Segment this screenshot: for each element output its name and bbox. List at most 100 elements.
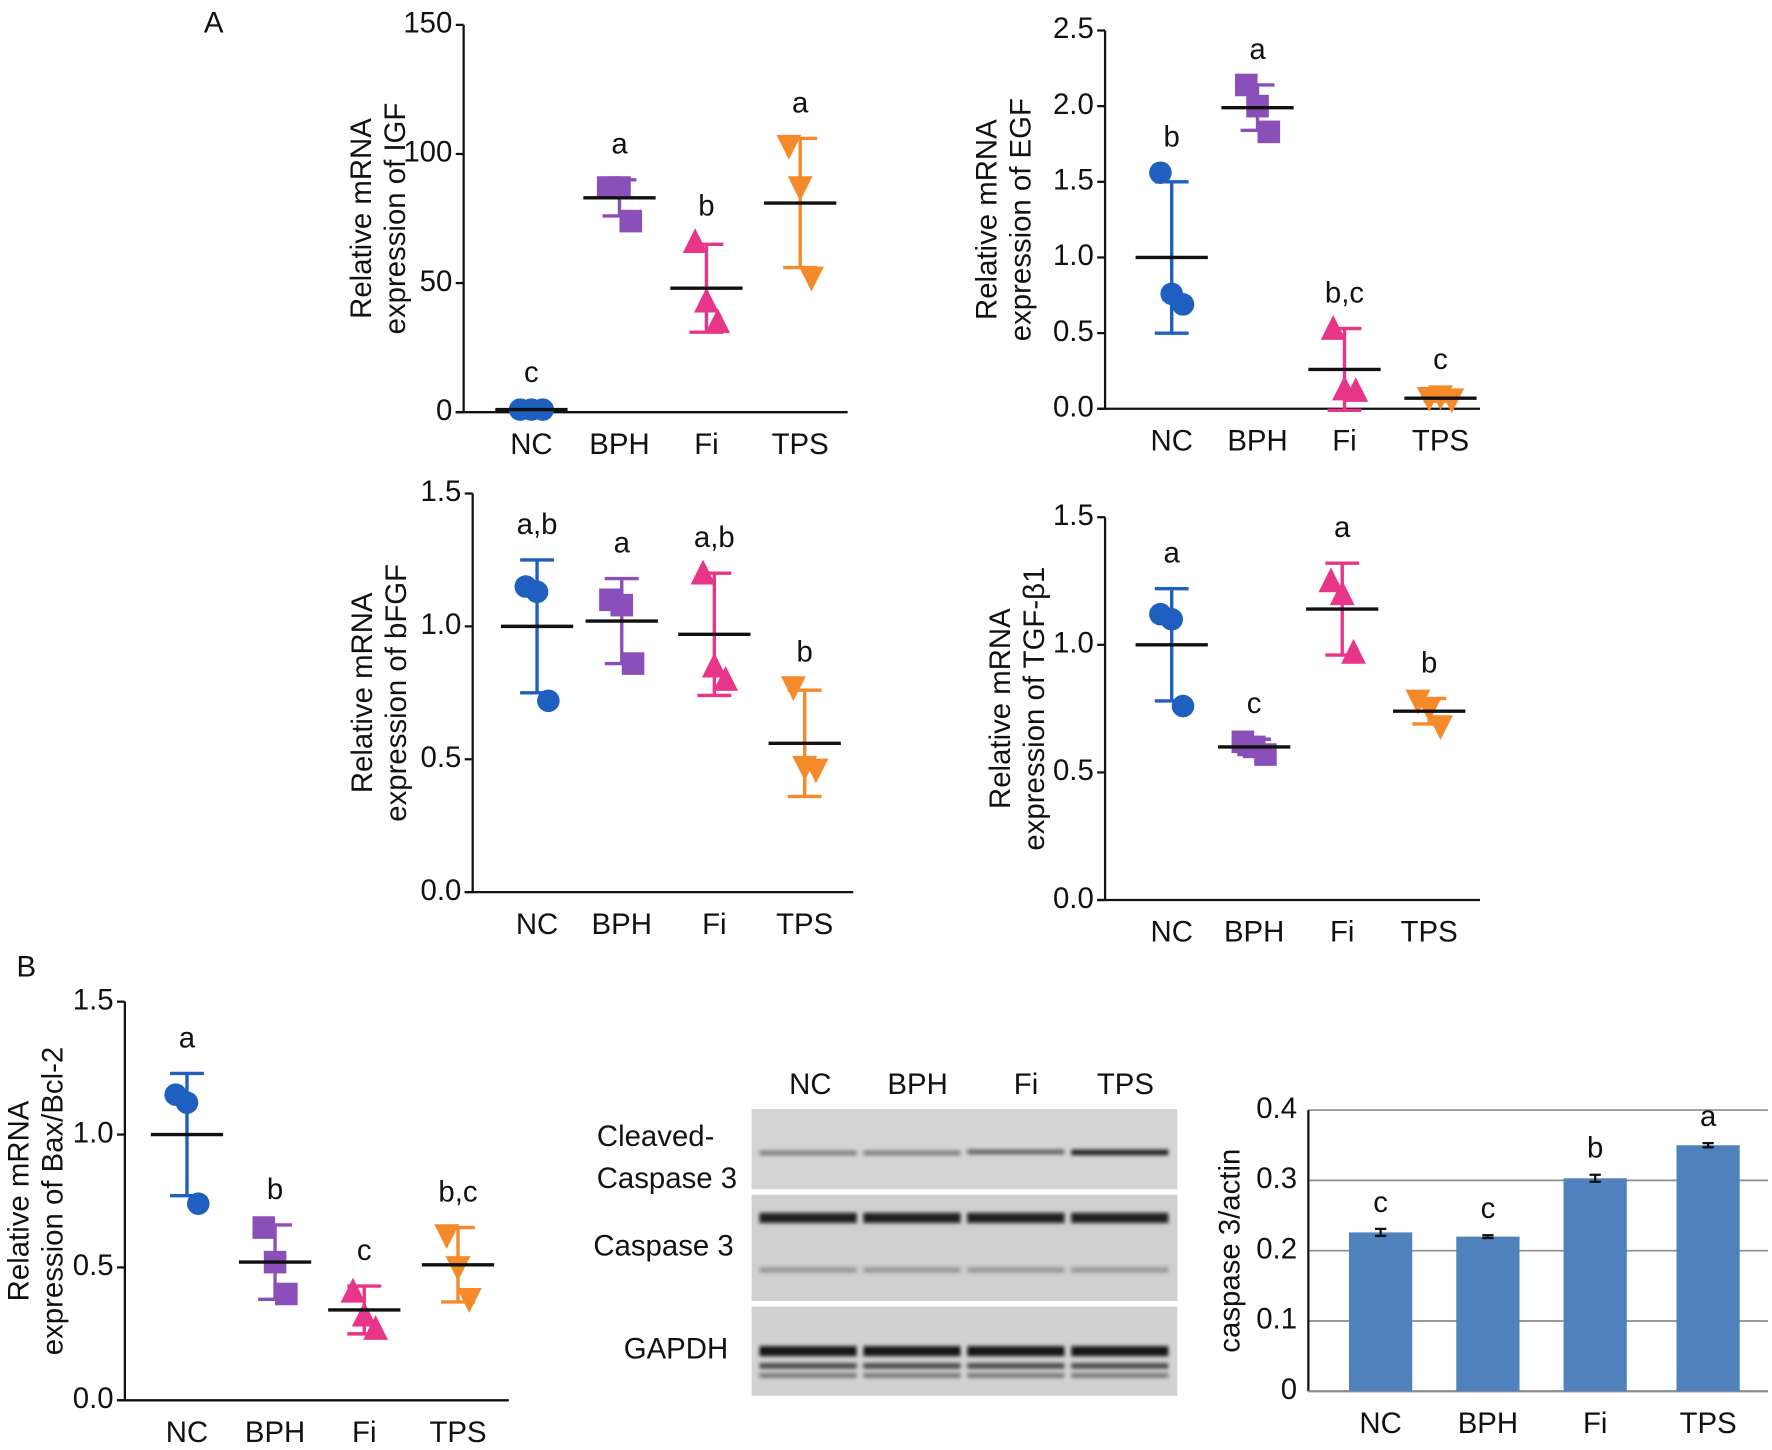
- data-point: [363, 1315, 388, 1340]
- blot-band: [967, 1149, 1065, 1155]
- data-point: [682, 228, 708, 254]
- row-label: Cleaved-: [597, 1120, 715, 1153]
- data-point: [537, 689, 560, 713]
- data-point: [690, 559, 716, 585]
- y-axis-label: expression of Bax/Bcl-2: [37, 1047, 70, 1355]
- y-tick-label: 1.0: [73, 1116, 114, 1149]
- data-point: [1257, 120, 1281, 144]
- y-axis-label: caspase 3/actin: [1213, 1149, 1246, 1353]
- row-label: GAPDH: [624, 1332, 728, 1365]
- y-tick-label: 0.5: [421, 741, 462, 774]
- y-tick-label: 1.0: [1053, 239, 1094, 272]
- data-point: [787, 176, 813, 202]
- y-tick-label: 0.5: [1053, 315, 1094, 348]
- x-tick-label: NC: [166, 1416, 208, 1449]
- y-axis-label: Relative mRNA: [345, 118, 378, 319]
- data-point: [434, 1224, 460, 1250]
- y-axis-label: expression of IGF: [379, 103, 412, 335]
- y-tick-label: 1.5: [1053, 499, 1094, 532]
- significance-letter: a,b: [694, 521, 735, 554]
- blot-band: [1071, 1267, 1169, 1273]
- blot-band: [1071, 1373, 1169, 1378]
- data-point: [701, 652, 727, 678]
- data-point: [351, 1301, 377, 1327]
- data-point: [619, 209, 643, 233]
- blot-band: [759, 1373, 857, 1378]
- data-point: [713, 665, 739, 691]
- y-axis-label: expression of bFGF: [380, 564, 413, 822]
- y-tick-label: 1.5: [421, 475, 462, 508]
- x-tick-label: Fi: [1330, 916, 1354, 949]
- bar: [1676, 1145, 1740, 1392]
- y-axis-label: Relative mRNA: [984, 608, 1017, 809]
- significance-letter: c: [1247, 687, 1262, 720]
- blot-band: [967, 1267, 1065, 1273]
- blot-panel: [751, 1194, 1178, 1301]
- blot-bands: [759, 1149, 1169, 1378]
- blot-band: [967, 1212, 1065, 1224]
- x-tick-label: BPH: [1227, 424, 1287, 457]
- significance-letter: a,b: [517, 508, 558, 541]
- y-axis-label: Relative mRNA: [346, 592, 379, 793]
- data-point: [803, 758, 829, 784]
- data-point: [621, 652, 645, 675]
- blot-band: [967, 1346, 1065, 1357]
- data-point: [1343, 377, 1369, 402]
- x-tick-label: BPH: [589, 428, 649, 461]
- data-point: [1405, 689, 1431, 715]
- x-tick-label: Fi: [1583, 1407, 1607, 1440]
- data-point: [1171, 293, 1195, 316]
- bar: [1349, 1232, 1413, 1392]
- x-tick-label: BPH: [1224, 916, 1284, 949]
- data-point: [340, 1277, 366, 1303]
- lane-label: TPS: [1097, 1068, 1154, 1101]
- lane-label: Fi: [1014, 1068, 1038, 1101]
- y-tick-label: 0: [436, 394, 452, 427]
- x-tick-label: NC: [516, 908, 558, 941]
- y-tick-label: 0.5: [1053, 754, 1094, 787]
- significance-letter: a: [1249, 33, 1266, 66]
- significance-letter: b: [698, 190, 714, 223]
- y-tick-label: 0.0: [421, 874, 462, 907]
- y-tick-label: 0.1: [1256, 1303, 1297, 1336]
- significance-letter: c: [1433, 343, 1448, 376]
- y-tick-label: 1.0: [421, 608, 462, 641]
- data-point: [445, 1256, 471, 1281]
- x-tick-label: TPS: [776, 908, 833, 941]
- x-tick-label: Fi: [352, 1416, 376, 1449]
- significance-letter: a: [1700, 1100, 1717, 1133]
- significance-letter: c: [524, 356, 539, 389]
- x-tick-label: BPH: [1458, 1407, 1518, 1440]
- significance-letter: a: [179, 1021, 196, 1054]
- y-tick-label: 0.0: [1053, 882, 1094, 915]
- blot-band: [759, 1346, 857, 1357]
- data-point: [694, 287, 719, 313]
- x-tick-label: Fi: [694, 428, 718, 461]
- data-point: [1341, 638, 1366, 664]
- x-tick-label: BPH: [245, 1416, 305, 1449]
- data-point: [1234, 73, 1258, 97]
- blot-panel: [751, 1108, 1178, 1190]
- x-tick-label: TPS: [1680, 1407, 1737, 1440]
- data-point: [186, 1192, 210, 1215]
- data-point: [275, 1282, 298, 1306]
- data-point: [456, 1288, 482, 1313]
- x-tick-label: TPS: [1401, 916, 1458, 949]
- significance-letter: b: [797, 635, 813, 668]
- significance-letter: b,c: [438, 1175, 477, 1208]
- y-tick-label: 0: [1281, 1373, 1297, 1406]
- bar: [1456, 1236, 1520, 1392]
- data-point: [776, 134, 802, 160]
- data-point: [1428, 715, 1453, 741]
- data-point: [780, 676, 806, 702]
- blot-band: [863, 1267, 961, 1273]
- significance-letter: c: [1373, 1186, 1388, 1219]
- data-point: [608, 176, 631, 199]
- significance-letter: c: [1481, 1192, 1496, 1225]
- x-tick-label: TPS: [772, 428, 829, 461]
- data-point: [1149, 161, 1172, 185]
- blot-band: [863, 1363, 961, 1369]
- panel-label: A: [204, 7, 224, 40]
